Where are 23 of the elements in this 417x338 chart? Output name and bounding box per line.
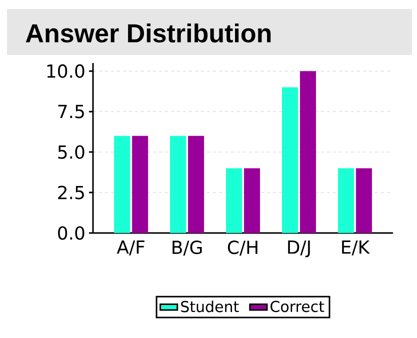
bar: [244, 168, 260, 233]
bar: [132, 136, 148, 233]
bar: [188, 136, 204, 233]
y-tick-label: 2.5: [58, 186, 84, 200]
bar: [282, 87, 298, 233]
bar: [338, 168, 354, 233]
x-tick-label: A/F: [116, 240, 144, 256]
legend-label: Student: [181, 300, 239, 312]
y-tick-label: 7.5: [58, 104, 84, 118]
bar: [300, 71, 316, 233]
x-tick-label: E/K: [342, 240, 370, 256]
y-tick-label: 10.0: [47, 64, 84, 78]
x-tick-label: B/G: [172, 240, 202, 256]
bar: [356, 168, 372, 233]
chart-title: Answer Distribution: [26, 23, 271, 43]
bar: [114, 136, 130, 233]
bar: [170, 136, 186, 233]
bar: [226, 168, 242, 233]
legend-label: Correct: [270, 300, 324, 312]
x-tick-label: C/H: [228, 240, 258, 256]
y-tick-label: 0.0: [58, 226, 84, 240]
y-tick-label: 5.0: [58, 145, 84, 159]
x-tick-label: D/J: [288, 240, 310, 258]
